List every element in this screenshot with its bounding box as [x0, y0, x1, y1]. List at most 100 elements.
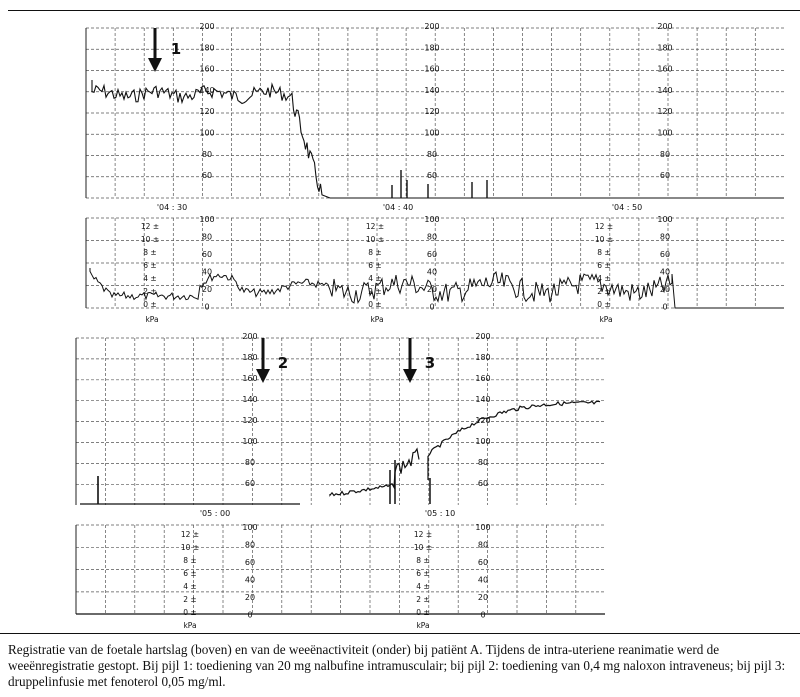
- fhr1-scale-label: 120: [657, 107, 672, 116]
- ua1-pct-scale: 40: [427, 268, 437, 277]
- fhr1-scale-label: 120: [424, 107, 439, 116]
- ua2-pct-scale: 60: [478, 558, 488, 567]
- ua2-kpa-scale: 4 ±: [183, 582, 196, 591]
- ua1-trace: [89, 268, 784, 309]
- fhr2-scale-label: 180: [242, 353, 257, 362]
- ua2-kpa-scale: 0 ±: [183, 608, 196, 617]
- ua1-pct-scale: 80: [427, 233, 437, 242]
- ua1-kpa-scale: 2 ±: [597, 287, 610, 296]
- ua1-kpa-scale: 6 ±: [143, 261, 156, 270]
- ua2-pct-scale: 60: [245, 558, 255, 567]
- fhr1-scale-label: 120: [199, 107, 214, 116]
- ua1-kpa-scale: 0 ±: [143, 300, 156, 309]
- arrow-head: [148, 58, 162, 72]
- arrow-head: [403, 369, 417, 383]
- ua1-kpa-scale: 0 ±: [368, 300, 381, 309]
- fhr2-scale-label: 80: [245, 458, 255, 467]
- ua1-pct-scale: 80: [202, 233, 212, 242]
- fhr1-scale-label: 200: [424, 22, 439, 31]
- fhr1-scale-label: 140: [657, 86, 672, 95]
- fhr1-scale-label: 80: [427, 150, 437, 159]
- kpa-unit-label: kPa: [145, 315, 158, 324]
- kpa-unit-label: kPa: [416, 621, 429, 630]
- ua2-kpa-scale: 2 ±: [416, 595, 429, 604]
- ua1-pct-scale: 0: [204, 303, 209, 312]
- ctg-recording-figure: 2001801601401201008060200180160140120100…: [75, 22, 784, 630]
- time-label: '05 : 00: [200, 509, 230, 518]
- fhr2-scale-label: 60: [245, 479, 255, 488]
- figure-caption: Registratie van de foetale hartslag (bov…: [8, 642, 786, 690]
- kpa-unit-label: kPa: [183, 621, 196, 630]
- fhr1-scale-label: 140: [199, 86, 214, 95]
- time-label: '04 : 50: [612, 203, 642, 212]
- fhr1-scale-label: 80: [202, 150, 212, 159]
- ua2-pct-scale: 80: [478, 541, 488, 550]
- fhr2-scale-label: 60: [478, 479, 488, 488]
- fhr2-scale-label: 140: [475, 395, 490, 404]
- ua2-pct-scale: 40: [245, 576, 255, 585]
- ua2-kpa-scale: 6 ±: [183, 569, 196, 578]
- fhr2-trace-recovery: [427, 400, 601, 480]
- ua1-kpa-scale: 8 ±: [143, 248, 156, 257]
- fhr2-scale-label: 160: [242, 374, 257, 383]
- time-label: '04 : 30: [157, 203, 187, 212]
- fhr2-scale-label: 120: [475, 416, 490, 425]
- ua2-kpa-scale: 12 ±: [181, 530, 199, 539]
- fhr2-scale-label: 80: [478, 458, 488, 467]
- ua2-kpa-scale: 6 ±: [416, 569, 429, 578]
- fhr2-scale-label: 200: [242, 332, 257, 341]
- ua2-pct-scale: 20: [245, 593, 255, 602]
- fhr2-scale-label: 140: [242, 395, 257, 404]
- ua1-pct-scale: 20: [202, 285, 212, 294]
- fhr2-trace-mid: [329, 447, 420, 497]
- ua2-kpa-scale: 4 ±: [416, 582, 429, 591]
- ua1-pct-scale: 60: [427, 250, 437, 259]
- fhr2-scale-label: 180: [475, 353, 490, 362]
- ua2-kpa-scale: 0 ±: [416, 608, 429, 617]
- time-label: '05 : 10: [425, 509, 455, 518]
- fhr1-scale-label: 180: [424, 43, 439, 52]
- ua1-kpa-scale: 6 ±: [368, 261, 381, 270]
- ua1-kpa-scale: 12 ±: [366, 222, 384, 231]
- ua1-kpa-scale: 8 ±: [597, 248, 610, 257]
- ua2-pct-scale: 100: [475, 523, 490, 532]
- arrow-head: [256, 369, 270, 383]
- ua1-kpa-scale: 12 ±: [595, 222, 613, 231]
- ua1-pct-scale: 100: [199, 215, 214, 224]
- ua1-kpa-scale: 6 ±: [597, 261, 610, 270]
- fhr1-scale-label: 200: [657, 22, 672, 31]
- time-label: '04 : 40: [383, 203, 413, 212]
- ua1-kpa-scale: 10 ±: [141, 235, 159, 244]
- ua1-pct-scale: 100: [424, 215, 439, 224]
- fhr2-scale-label: 100: [242, 437, 257, 446]
- ua1-kpa-scale: 10 ±: [595, 235, 613, 244]
- ua2-pct-scale: 20: [478, 593, 488, 602]
- ua2-pct-scale: 80: [245, 541, 255, 550]
- fhr1-scale-label: 100: [424, 129, 439, 138]
- fhr2-scale-label: 100: [475, 437, 490, 446]
- caption-rule: [0, 633, 800, 634]
- fhr1-trace: [91, 80, 784, 199]
- arrow-label: 3: [425, 354, 435, 372]
- ua1-pct-scale: 60: [660, 250, 670, 259]
- ua2-pct-scale: 0: [247, 611, 252, 620]
- fhr1-scale-label: 100: [199, 129, 214, 138]
- ua1-kpa-scale: 4 ±: [597, 274, 610, 283]
- ua1-kpa-scale: 12 ±: [141, 222, 159, 231]
- ua1-pct-scale: 40: [202, 268, 212, 277]
- fhr1-scale-label: 60: [202, 171, 212, 180]
- ua1-pct-scale: 60: [202, 250, 212, 259]
- fhr1-scale-label: 180: [657, 43, 672, 52]
- arrow-label: 2: [278, 354, 288, 372]
- ua1-pct-scale: 0: [429, 303, 434, 312]
- arrow-label: 1: [171, 40, 181, 58]
- fhr1-scale-label: 160: [657, 65, 672, 74]
- ua1-kpa-scale: 4 ±: [368, 274, 381, 283]
- ua1-pct-scale: 0: [662, 303, 667, 312]
- fhr1-scale-label: 100: [657, 129, 672, 138]
- ua2-pct-scale: 100: [242, 523, 257, 532]
- ua2-kpa-scale: 10 ±: [414, 543, 432, 552]
- ua1-pct-scale: 20: [660, 285, 670, 294]
- fhr1-scale-label: 60: [427, 171, 437, 180]
- ua1-kpa-scale: 8 ±: [368, 248, 381, 257]
